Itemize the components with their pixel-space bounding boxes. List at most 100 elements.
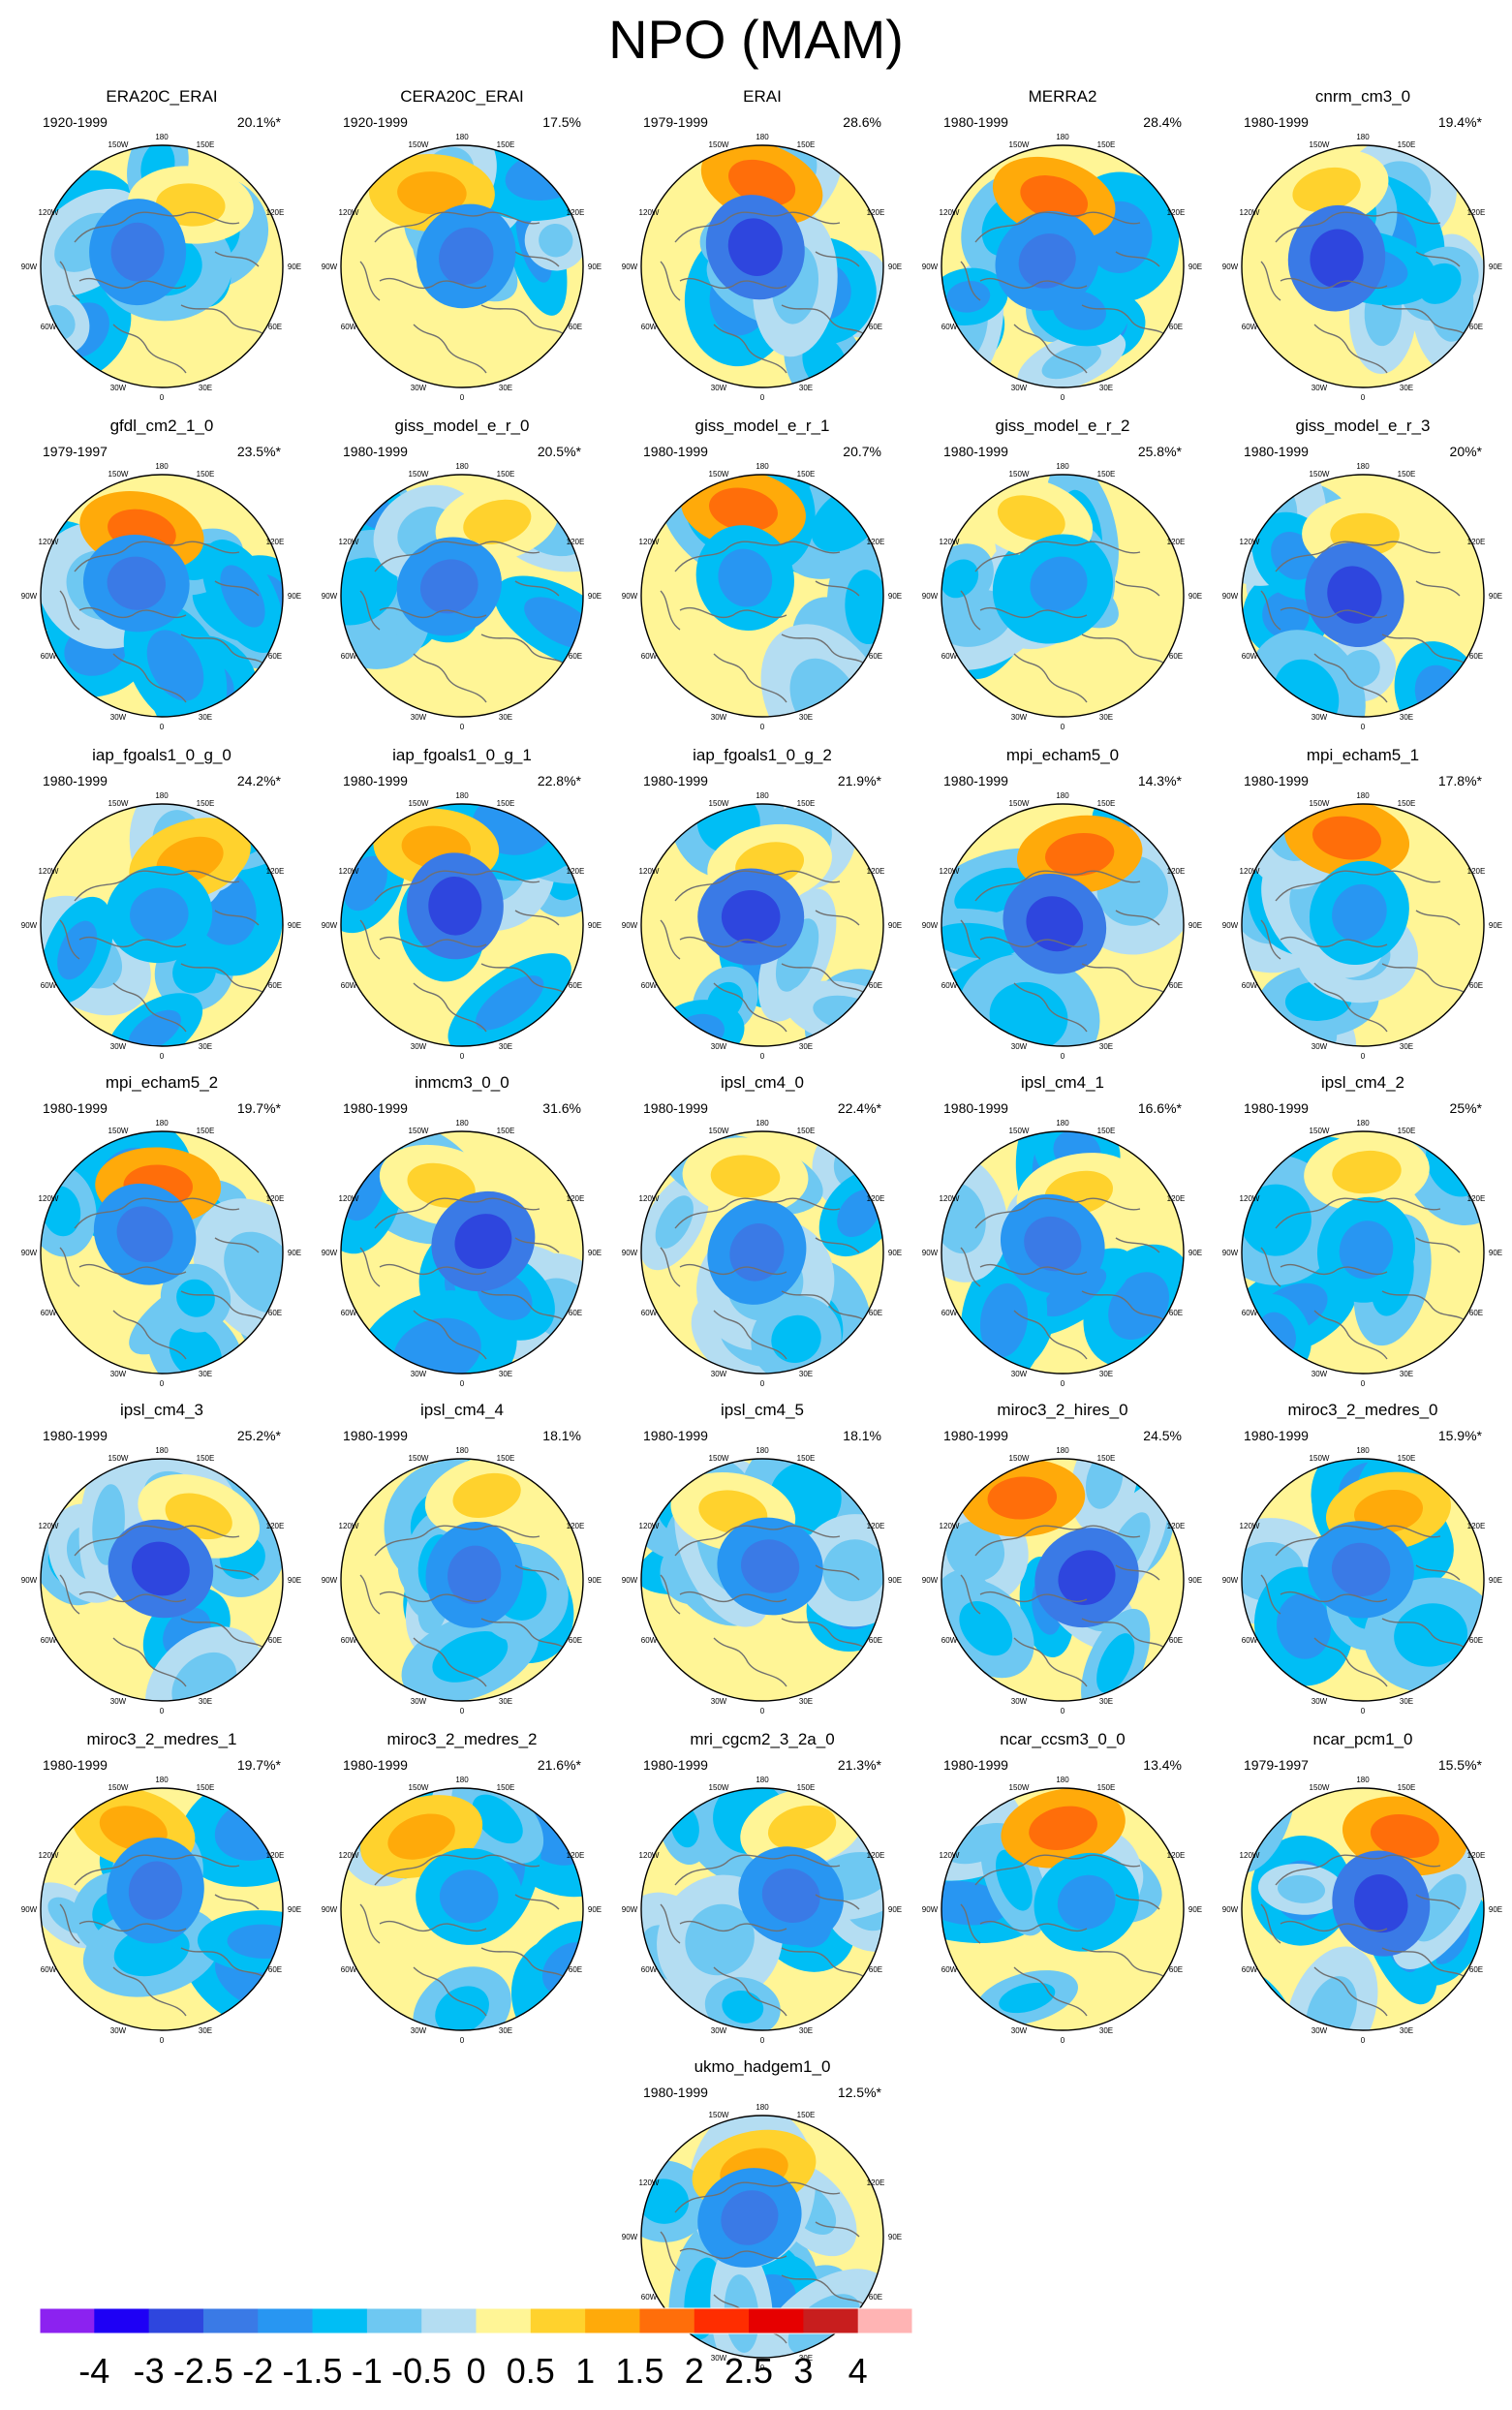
coastline [379, 1264, 487, 1276]
longitude-label: 60W [641, 981, 658, 990]
coastline [1115, 910, 1160, 926]
longitude-label: 180 [1056, 1776, 1069, 1784]
coastline [1013, 1966, 1088, 2017]
longitude-label: 30E [799, 713, 813, 722]
longitude-label: 60E [869, 1636, 882, 1645]
longitude-label: 120E [1167, 867, 1186, 876]
longitude-label: 150E [497, 140, 515, 149]
longitude-label: 120E [567, 1851, 585, 1860]
longitude-label: 120E [867, 867, 885, 876]
panel-explained-variance: 18.1% [542, 1428, 581, 1443]
anomaly-contour [1332, 1150, 1402, 1194]
panel-title: mpi_echam5_0 [1005, 746, 1120, 764]
coastline [374, 211, 540, 243]
longitude-label: 90E [1188, 1905, 1202, 1914]
longitude-label: 30W [110, 1697, 127, 1706]
longitude-label: 150W [709, 1454, 729, 1463]
longitude-label: 90E [1188, 592, 1202, 601]
colorbar-tick-label: 1 [575, 2351, 595, 2391]
map-boundary [40, 803, 284, 1047]
anomaly-contour [110, 222, 165, 282]
anomaly-contour [1262, 591, 1310, 638]
coastline [1415, 580, 1461, 597]
coastline [514, 1894, 560, 1910]
coastline [1260, 1574, 1281, 1615]
anomaly-contour [941, 559, 979, 599]
longitude-label: 150W [1009, 470, 1030, 479]
longitude-label: 120W [940, 208, 960, 217]
longitude-label: 30E [1099, 713, 1113, 722]
coastline [1381, 633, 1470, 669]
panel-explained-variance: 25.8%* [1137, 444, 1182, 459]
map-boundary [340, 1787, 584, 2031]
longitude-label: 60E [569, 1636, 582, 1645]
longitude-label: 120E [867, 1851, 885, 1860]
panel-period: 1979-1997 [1244, 1757, 1309, 1773]
coastline [679, 2248, 787, 2260]
longitude-label: 180 [155, 133, 169, 141]
longitude-label: 90W [1222, 1249, 1239, 1257]
anomaly-contour [128, 1861, 183, 1920]
anomaly-contour [428, 877, 482, 936]
longitude-label: 60W [41, 981, 57, 990]
longitude-label: 90W [322, 1576, 338, 1585]
longitude-label: 30W [1311, 384, 1328, 392]
longitude-label: 0 [760, 2036, 765, 2045]
polar-map: 180 150W 150E 120W 120E 90W 90E 60W 60E 30W 30E 0 [21, 462, 301, 731]
panel-period: 1980-1999 [643, 2085, 708, 2100]
longitude-label: 0 [160, 1052, 165, 1061]
panel-explained-variance: 22.4%* [837, 1100, 881, 1116]
longitude-label: 150E [497, 1127, 515, 1135]
coastline [674, 541, 841, 572]
colorbar-swatch [40, 2308, 95, 2333]
longitude-label: 120E [266, 1851, 285, 1860]
anomaly-contour [1096, 1633, 1135, 1693]
panel-title: ncar_pcm1_0 [1312, 1730, 1413, 1748]
longitude-label: 30E [1400, 2026, 1413, 2035]
coastline [59, 919, 80, 960]
anomaly-contour [452, 1472, 521, 1518]
panel-period: 1980-1999 [43, 773, 108, 788]
panel-title: iap_fgoals1_0_g_2 [693, 746, 832, 764]
longitude-label: 120E [1467, 208, 1486, 217]
longitude-label: 180 [1356, 462, 1370, 471]
longitude-label: 120E [567, 208, 585, 217]
colorbar-tick-label: -4 [78, 2351, 109, 2391]
longitude-label: 90E [1188, 1576, 1202, 1585]
longitude-label: 90W [322, 592, 338, 601]
panel-title: ERAI [743, 87, 782, 106]
longitude-label: 150E [1398, 140, 1416, 149]
anomaly-contour [685, 1903, 755, 1976]
coastline [1280, 1591, 1388, 1603]
longitude-label: 120E [867, 1522, 885, 1530]
colorbar-tick-label: -3 [134, 2351, 165, 2391]
anomaly-contour [710, 1155, 781, 1198]
panel-period: 1980-1999 [943, 1757, 1008, 1773]
coastline [59, 1574, 80, 1615]
colorbar-swatch [148, 2308, 204, 2333]
anomaly-contour [822, 1539, 883, 1602]
longitude-label: 180 [155, 1776, 169, 1784]
longitude-label: 0 [1361, 393, 1366, 402]
anomaly-contour [718, 548, 773, 607]
coastline [660, 919, 681, 960]
colorbar-tick-label: 4 [849, 2351, 868, 2391]
panel-explained-variance: 31.6% [542, 1100, 581, 1116]
panel-period: 1980-1999 [343, 444, 408, 459]
longitude-label: 150E [1398, 1783, 1416, 1792]
longitude-label: 90W [622, 592, 638, 601]
colorbar-tick-label: 3 [793, 2351, 813, 2391]
longitude-label: 90E [588, 1249, 602, 1257]
longitude-label: 120E [867, 538, 885, 546]
longitude-label: 60W [641, 1965, 658, 1974]
coastline [1260, 919, 1281, 960]
map-boundary [640, 1130, 884, 1375]
longitude-label: 60W [1242, 323, 1258, 331]
anomaly-contour [131, 1541, 190, 1596]
panel-period: 1980-1999 [643, 444, 708, 459]
longitude-label: 120E [1167, 208, 1186, 217]
longitude-label: 150E [1398, 799, 1416, 808]
longitude-label: 120W [339, 867, 359, 876]
longitude-label: 30E [499, 1370, 512, 1378]
panel-period: 1980-1999 [343, 1428, 408, 1443]
